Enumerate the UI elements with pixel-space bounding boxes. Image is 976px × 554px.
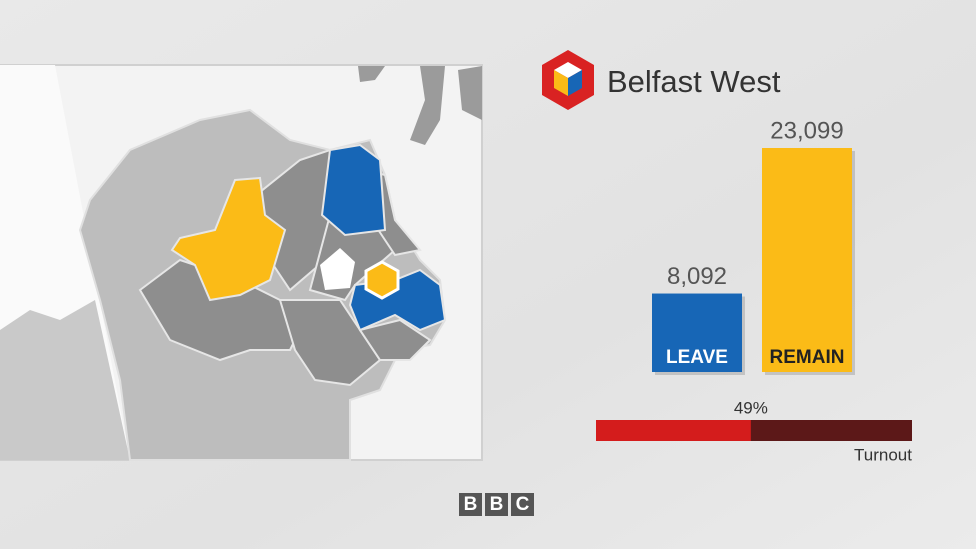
cube-left xyxy=(554,70,568,96)
logo-box xyxy=(459,493,482,516)
logo-letter: C xyxy=(516,494,530,515)
region-leave xyxy=(320,143,387,237)
cube-right xyxy=(568,70,582,96)
county xyxy=(358,318,432,361)
turnout: 49% Turnout xyxy=(596,398,912,464)
value-label: 23,099 xyxy=(770,117,843,144)
land xyxy=(0,300,130,460)
logo-icon xyxy=(542,50,594,110)
category-label: LEAVE xyxy=(666,347,728,368)
region-white xyxy=(320,248,355,290)
bar xyxy=(652,293,742,372)
turnout-label: Turnout xyxy=(854,445,912,464)
title: Belfast West xyxy=(607,64,781,99)
land xyxy=(358,66,385,82)
bar xyxy=(762,148,852,372)
region-remain xyxy=(170,176,287,302)
turnout-bar xyxy=(596,420,751,441)
logo-box xyxy=(485,493,508,516)
value-label: 8,092 xyxy=(667,263,727,290)
bar-chart: 8,092 LEAVE 23,099 REMAIN xyxy=(652,117,855,375)
turnout-value: 49% xyxy=(734,398,768,417)
map xyxy=(0,64,483,461)
logo-letter: B xyxy=(464,494,478,515)
land xyxy=(410,66,445,145)
logo-letter: B xyxy=(490,494,504,515)
highlight xyxy=(364,260,400,300)
logo-box xyxy=(511,493,534,516)
category-label: REMAIN xyxy=(770,347,845,368)
land xyxy=(458,66,482,120)
county xyxy=(278,299,382,387)
